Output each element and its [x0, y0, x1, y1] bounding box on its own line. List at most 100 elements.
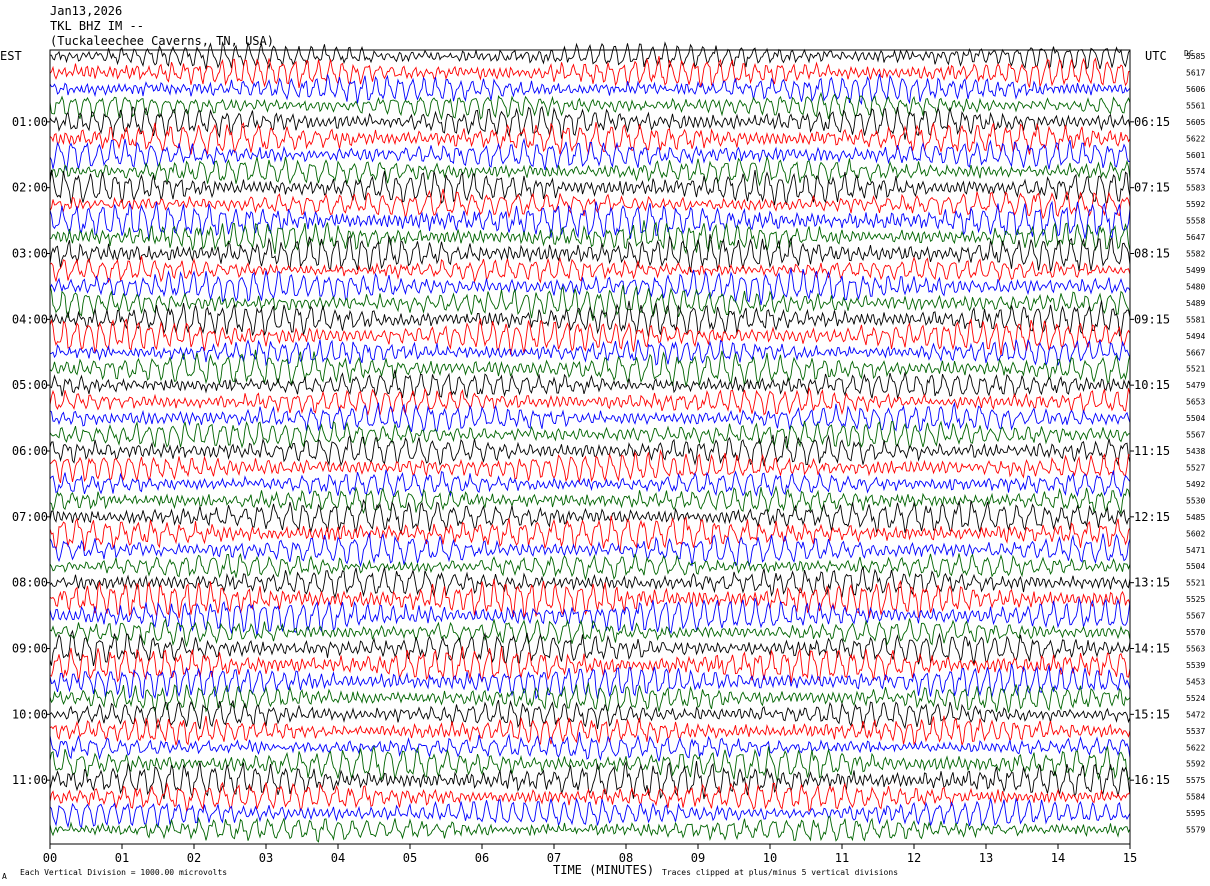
seismic-trace	[49, 188, 1131, 220]
utc-hour-label: 07:15	[1134, 181, 1170, 195]
dc-value-label: 5653	[1186, 398, 1205, 407]
dc-value-label: 5525	[1186, 595, 1205, 604]
dc-value-label: 5575	[1186, 776, 1205, 785]
seismic-trace	[49, 781, 1131, 813]
x-tick-group: 00 01 02 03 04 05 06 07 08 09 10 11 12 13 14 15	[43, 844, 1137, 865]
date-label: Jan13,2026	[50, 4, 123, 18]
dc-value-label: 5617	[1186, 68, 1205, 77]
dc-value-label: 5592	[1186, 200, 1205, 209]
corner-mark: A	[2, 872, 7, 881]
dc-value-label: 5622	[1186, 134, 1205, 143]
seismic-trace	[49, 155, 1131, 187]
seismic-trace	[49, 515, 1131, 553]
dc-value-label: 5471	[1186, 546, 1205, 555]
x-tick-label: 09	[691, 851, 705, 865]
dc-value-label: 5521	[1186, 579, 1205, 588]
plot-frame	[49, 49, 1131, 845]
dc-value-label: 5585	[1186, 52, 1205, 61]
utc-hour-label: 10:15	[1134, 378, 1170, 392]
dc-value-label: 5539	[1186, 661, 1205, 670]
seismic-trace	[49, 220, 1131, 255]
dc-value-label: 5606	[1186, 85, 1205, 94]
seismic-trace	[49, 469, 1131, 498]
dc-value-label: 5647	[1186, 233, 1205, 242]
seismic-trace	[49, 485, 1131, 515]
dc-value-label: 5499	[1186, 266, 1205, 275]
dc-value-label: 5480	[1186, 282, 1205, 291]
est-hour-label: 08:00	[12, 576, 48, 590]
seismic-trace	[49, 122, 1131, 155]
dc-value-label: 5561	[1186, 101, 1205, 110]
est-hour-label: 06:00	[12, 444, 48, 458]
seismic-trace	[49, 715, 1131, 746]
seismic-trace	[49, 531, 1131, 568]
dc-value-label: 5453	[1186, 677, 1205, 686]
seismic-trace	[49, 420, 1130, 450]
dc-value-label: 5527	[1186, 463, 1205, 472]
dc-value-label: 5537	[1186, 727, 1205, 736]
time-label-group: 01:00 02:00 03:00 04:00 05:00 06:00 07:00 08:00…	[12, 115, 1170, 787]
dc-value-label: 5622	[1186, 743, 1205, 752]
utc-hour-label: 08:15	[1134, 247, 1170, 261]
seismic-trace	[49, 816, 1131, 843]
dc-value-label: 5530	[1186, 496, 1205, 505]
est-hour-label: 04:00	[12, 312, 48, 326]
seismic-trace	[49, 234, 1131, 273]
utc-hour-label: 11:15	[1134, 444, 1170, 458]
x-tick-label: 14	[1051, 851, 1065, 865]
x-tick-label: 07	[547, 851, 561, 865]
seismic-trace	[49, 760, 1131, 800]
est-hour-label: 01:00	[12, 115, 48, 129]
dc-value-label: 5605	[1186, 118, 1205, 127]
seismic-trace	[49, 91, 1131, 121]
dc-value-label: 5563	[1186, 645, 1205, 654]
seismic-trace	[49, 339, 1131, 367]
seismic-trace	[49, 169, 1131, 206]
seismic-trace	[49, 745, 1131, 782]
dc-label-group: 5585 5617 5606 5561 5605 5622 5601 5574 5583 5592…	[1186, 52, 1205, 835]
left-zone-label: EST	[0, 49, 22, 63]
utc-hour-label: 09:15	[1134, 312, 1170, 326]
x-tick-label: 03	[259, 851, 273, 865]
dc-value-label: 5667	[1186, 348, 1205, 357]
trace-group	[49, 40, 1131, 843]
dc-value-label: 5602	[1186, 529, 1205, 538]
dc-value-label: 5521	[1186, 365, 1205, 374]
dc-value-label: 5489	[1186, 299, 1205, 308]
dc-value-label: 5524	[1186, 694, 1205, 703]
x-tick-label: 06	[475, 851, 489, 865]
seismic-trace	[49, 268, 1131, 306]
seismic-trace	[49, 663, 1131, 700]
dc-value-label: 5567	[1186, 612, 1205, 621]
x-tick-label: 11	[835, 851, 849, 865]
seismic-trace	[49, 200, 1131, 240]
seismic-trace	[49, 681, 1131, 713]
x-tick-label: 05	[403, 851, 417, 865]
seismic-trace	[49, 317, 1131, 356]
utc-hour-label: 15:15	[1134, 707, 1170, 721]
seismic-trace	[49, 137, 1131, 171]
seismic-trace	[49, 56, 1131, 88]
seismic-trace	[49, 597, 1131, 636]
dc-value-label: 5479	[1186, 381, 1205, 390]
location-label: (Tuckaleechee Caverns, TN, USA)	[50, 34, 274, 48]
est-hour-label: 10:00	[12, 707, 48, 721]
x-tick-label: 13	[979, 851, 993, 865]
utc-hour-label: 13:15	[1134, 576, 1170, 590]
dc-value-label: 5494	[1186, 332, 1205, 341]
est-hour-label: 09:00	[12, 642, 48, 656]
utc-hour-label: 06:15	[1134, 115, 1170, 129]
dc-value-label: 5504	[1186, 562, 1205, 571]
seismic-trace	[49, 578, 1131, 619]
seismic-trace	[49, 300, 1131, 337]
dc-header-label: DC	[1184, 49, 1194, 58]
clip-note: Traces clipped at plus/minus 5 vertical …	[662, 868, 899, 877]
x-tick-label: 00	[43, 851, 57, 865]
seismic-trace	[49, 629, 1131, 666]
dc-value-label: 5595	[1186, 809, 1205, 818]
seismic-trace	[49, 618, 1131, 648]
dc-value-label: 5592	[1186, 760, 1205, 769]
est-hour-label: 05:00	[12, 378, 48, 392]
seismic-trace	[49, 449, 1131, 484]
